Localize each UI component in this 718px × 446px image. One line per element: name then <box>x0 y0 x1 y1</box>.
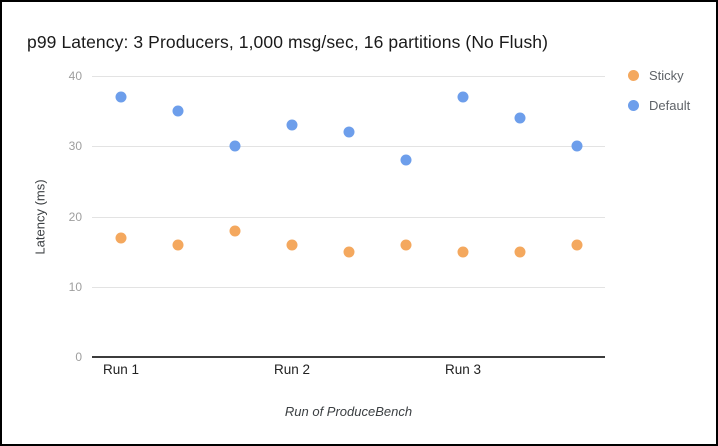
data-point-default[interactable] <box>514 112 526 124</box>
data-point-sticky[interactable] <box>343 246 355 258</box>
y-tick-label: 30 <box>68 139 82 154</box>
y-axis-ticks: 0 10 20 30 40 <box>2 69 82 364</box>
legend-marker-icon <box>628 100 639 111</box>
y-tick-label: 0 <box>75 350 82 364</box>
legend-item-default: Default <box>628 98 690 113</box>
legend-label: Sticky <box>649 68 684 83</box>
legend-marker-icon <box>628 70 639 81</box>
data-point-sticky[interactable] <box>400 239 412 251</box>
gridline <box>92 146 605 148</box>
x-tick-label: Run 1 <box>102 362 140 377</box>
x-axis-title: Run of ProduceBench <box>284 404 413 419</box>
data-point-sticky[interactable] <box>514 246 526 258</box>
data-point-default[interactable] <box>172 105 184 117</box>
x-axis-ticks: Run 1 Run 2 Run 3 <box>92 362 605 382</box>
chart-title: p99 Latency: 3 Producers, 1,000 msg/sec,… <box>27 32 549 52</box>
data-point-sticky[interactable] <box>172 239 184 251</box>
legend-item-sticky: Sticky <box>628 68 690 83</box>
data-point-sticky[interactable] <box>571 239 583 251</box>
gridline <box>92 76 605 77</box>
plot-area <box>92 76 605 358</box>
gridline <box>92 216 605 218</box>
data-point-default[interactable] <box>286 119 298 131</box>
x-axis-baseline <box>92 356 605 358</box>
y-tick-label: 10 <box>68 279 82 294</box>
y-tick-label: 20 <box>68 209 82 224</box>
legend-label: Default <box>649 98 691 113</box>
data-point-sticky[interactable] <box>229 225 241 237</box>
data-point-default[interactable] <box>457 91 469 103</box>
data-point-default[interactable] <box>571 140 583 152</box>
data-point-sticky[interactable] <box>286 239 298 251</box>
x-tick-label: Run 3 <box>444 362 482 377</box>
data-point-default[interactable] <box>400 154 412 166</box>
data-point-sticky[interactable] <box>457 246 469 258</box>
data-point-default[interactable] <box>115 91 127 103</box>
y-tick-label: 40 <box>68 69 82 83</box>
data-point-sticky[interactable] <box>115 232 127 244</box>
data-point-default[interactable] <box>343 126 355 138</box>
data-point-default[interactable] <box>229 140 241 152</box>
legend: Sticky Default <box>628 68 690 128</box>
gridline <box>92 286 605 288</box>
x-tick-label: Run 2 <box>273 362 311 377</box>
